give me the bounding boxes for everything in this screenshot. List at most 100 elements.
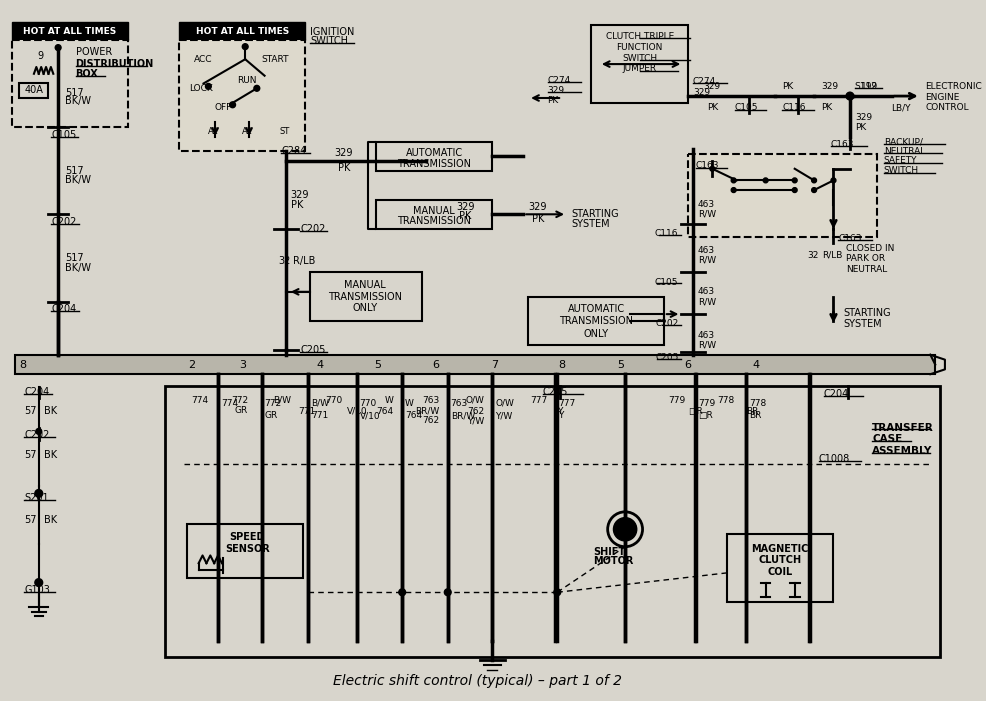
Text: 40A: 40A <box>25 86 43 95</box>
Text: 778: 778 <box>749 399 766 408</box>
Text: 771: 771 <box>312 411 328 421</box>
Text: SWITCH: SWITCH <box>311 36 348 46</box>
Circle shape <box>205 83 211 89</box>
Text: MANUAL: MANUAL <box>344 280 387 290</box>
Text: C202: C202 <box>301 224 325 234</box>
Text: SENSOR: SENSOR <box>225 544 269 554</box>
Text: TRANSFER: TRANSFER <box>873 423 934 433</box>
Text: C205: C205 <box>301 345 325 355</box>
FancyBboxPatch shape <box>12 40 128 127</box>
Text: C202: C202 <box>655 320 678 328</box>
Text: R/LB: R/LB <box>822 250 842 259</box>
Text: RUN: RUN <box>238 76 257 85</box>
Text: G103: G103 <box>25 585 50 595</box>
Text: JUMPER: JUMPER <box>622 64 657 74</box>
Text: 771: 771 <box>299 407 316 416</box>
Circle shape <box>811 188 816 193</box>
Text: C105: C105 <box>655 278 678 287</box>
Text: 5: 5 <box>617 360 624 369</box>
Text: R/W: R/W <box>698 255 716 264</box>
Text: 774: 774 <box>221 399 238 408</box>
Text: PK: PK <box>707 103 718 112</box>
Text: Y/W: Y/W <box>467 416 484 426</box>
Text: 199: 199 <box>861 82 878 91</box>
Text: NEUTRAL: NEUTRAL <box>846 265 887 274</box>
Text: LB/Y: LB/Y <box>891 103 911 112</box>
Text: BACKUP/: BACKUP/ <box>883 137 923 146</box>
Text: C105: C105 <box>735 103 758 112</box>
Text: BR/W: BR/W <box>451 411 475 421</box>
Text: PK: PK <box>338 163 350 172</box>
Text: 6: 6 <box>684 360 691 369</box>
FancyBboxPatch shape <box>179 22 306 40</box>
FancyBboxPatch shape <box>165 386 940 658</box>
Text: 770: 770 <box>360 399 377 408</box>
Text: TRANSMISSION: TRANSMISSION <box>397 216 471 226</box>
Text: V/10: V/10 <box>347 407 368 416</box>
Text: 329: 329 <box>693 88 710 97</box>
Circle shape <box>55 45 61 50</box>
FancyBboxPatch shape <box>528 297 664 345</box>
Text: MANUAL: MANUAL <box>413 206 456 217</box>
Circle shape <box>613 517 637 541</box>
Text: 5: 5 <box>375 360 382 369</box>
Text: R/W: R/W <box>698 297 716 306</box>
Text: C1008: C1008 <box>819 454 850 465</box>
Text: C163: C163 <box>838 234 862 243</box>
Text: BK: BK <box>43 515 57 524</box>
Text: TRANSMISSION: TRANSMISSION <box>328 292 402 301</box>
Text: GR: GR <box>235 406 248 414</box>
Circle shape <box>710 166 715 171</box>
Text: □R: □R <box>688 407 703 416</box>
Text: HOT AT ALL TIMES: HOT AT ALL TIMES <box>23 27 116 36</box>
Text: 763: 763 <box>422 396 439 405</box>
Text: 3: 3 <box>239 360 246 369</box>
FancyBboxPatch shape <box>376 200 492 229</box>
Circle shape <box>35 489 42 497</box>
Text: 778: 778 <box>718 396 735 405</box>
Text: 57: 57 <box>25 406 36 416</box>
Text: 32: 32 <box>278 256 291 266</box>
FancyBboxPatch shape <box>592 25 688 103</box>
Circle shape <box>793 188 797 193</box>
Text: 764: 764 <box>377 407 393 416</box>
Text: BK/W: BK/W <box>65 263 91 273</box>
Text: C105: C105 <box>51 130 77 139</box>
Circle shape <box>230 102 236 108</box>
Text: ELECTRONIC: ELECTRONIC <box>926 82 982 91</box>
FancyBboxPatch shape <box>15 355 936 374</box>
Text: GR: GR <box>264 411 278 421</box>
Text: PK: PK <box>855 123 866 132</box>
Text: 329: 329 <box>704 82 721 91</box>
Text: ENGINE: ENGINE <box>926 93 960 102</box>
Text: STARTING: STARTING <box>572 210 619 219</box>
Text: 329: 329 <box>291 190 310 200</box>
Circle shape <box>254 86 259 91</box>
Text: PK: PK <box>547 97 559 105</box>
Text: C274: C274 <box>547 76 571 85</box>
Text: 329: 329 <box>821 82 838 91</box>
Text: MOTOR: MOTOR <box>594 557 633 566</box>
Text: TRANSMISSION: TRANSMISSION <box>559 316 633 326</box>
Text: ONLY: ONLY <box>353 304 378 313</box>
Text: Electric shift control (typical) – part 1 of 2: Electric shift control (typical) – part … <box>333 674 622 688</box>
Text: 2: 2 <box>188 360 195 369</box>
Circle shape <box>35 428 41 435</box>
Text: 7: 7 <box>491 360 498 369</box>
Text: COIL: COIL <box>767 567 793 577</box>
Text: 329: 329 <box>547 86 565 95</box>
Text: 8: 8 <box>558 360 566 369</box>
FancyBboxPatch shape <box>688 154 878 237</box>
Text: C202: C202 <box>51 217 77 227</box>
Text: 329: 329 <box>528 202 547 212</box>
Circle shape <box>793 178 797 183</box>
Text: BK/W: BK/W <box>65 96 91 106</box>
Text: 777: 777 <box>558 399 576 408</box>
Text: SWITCH: SWITCH <box>883 166 919 175</box>
Text: 463: 463 <box>698 287 715 297</box>
Circle shape <box>554 589 561 596</box>
Text: □R: □R <box>698 411 713 421</box>
Text: BK: BK <box>43 406 57 416</box>
Text: 772: 772 <box>231 396 248 405</box>
Text: O/W: O/W <box>465 396 484 405</box>
